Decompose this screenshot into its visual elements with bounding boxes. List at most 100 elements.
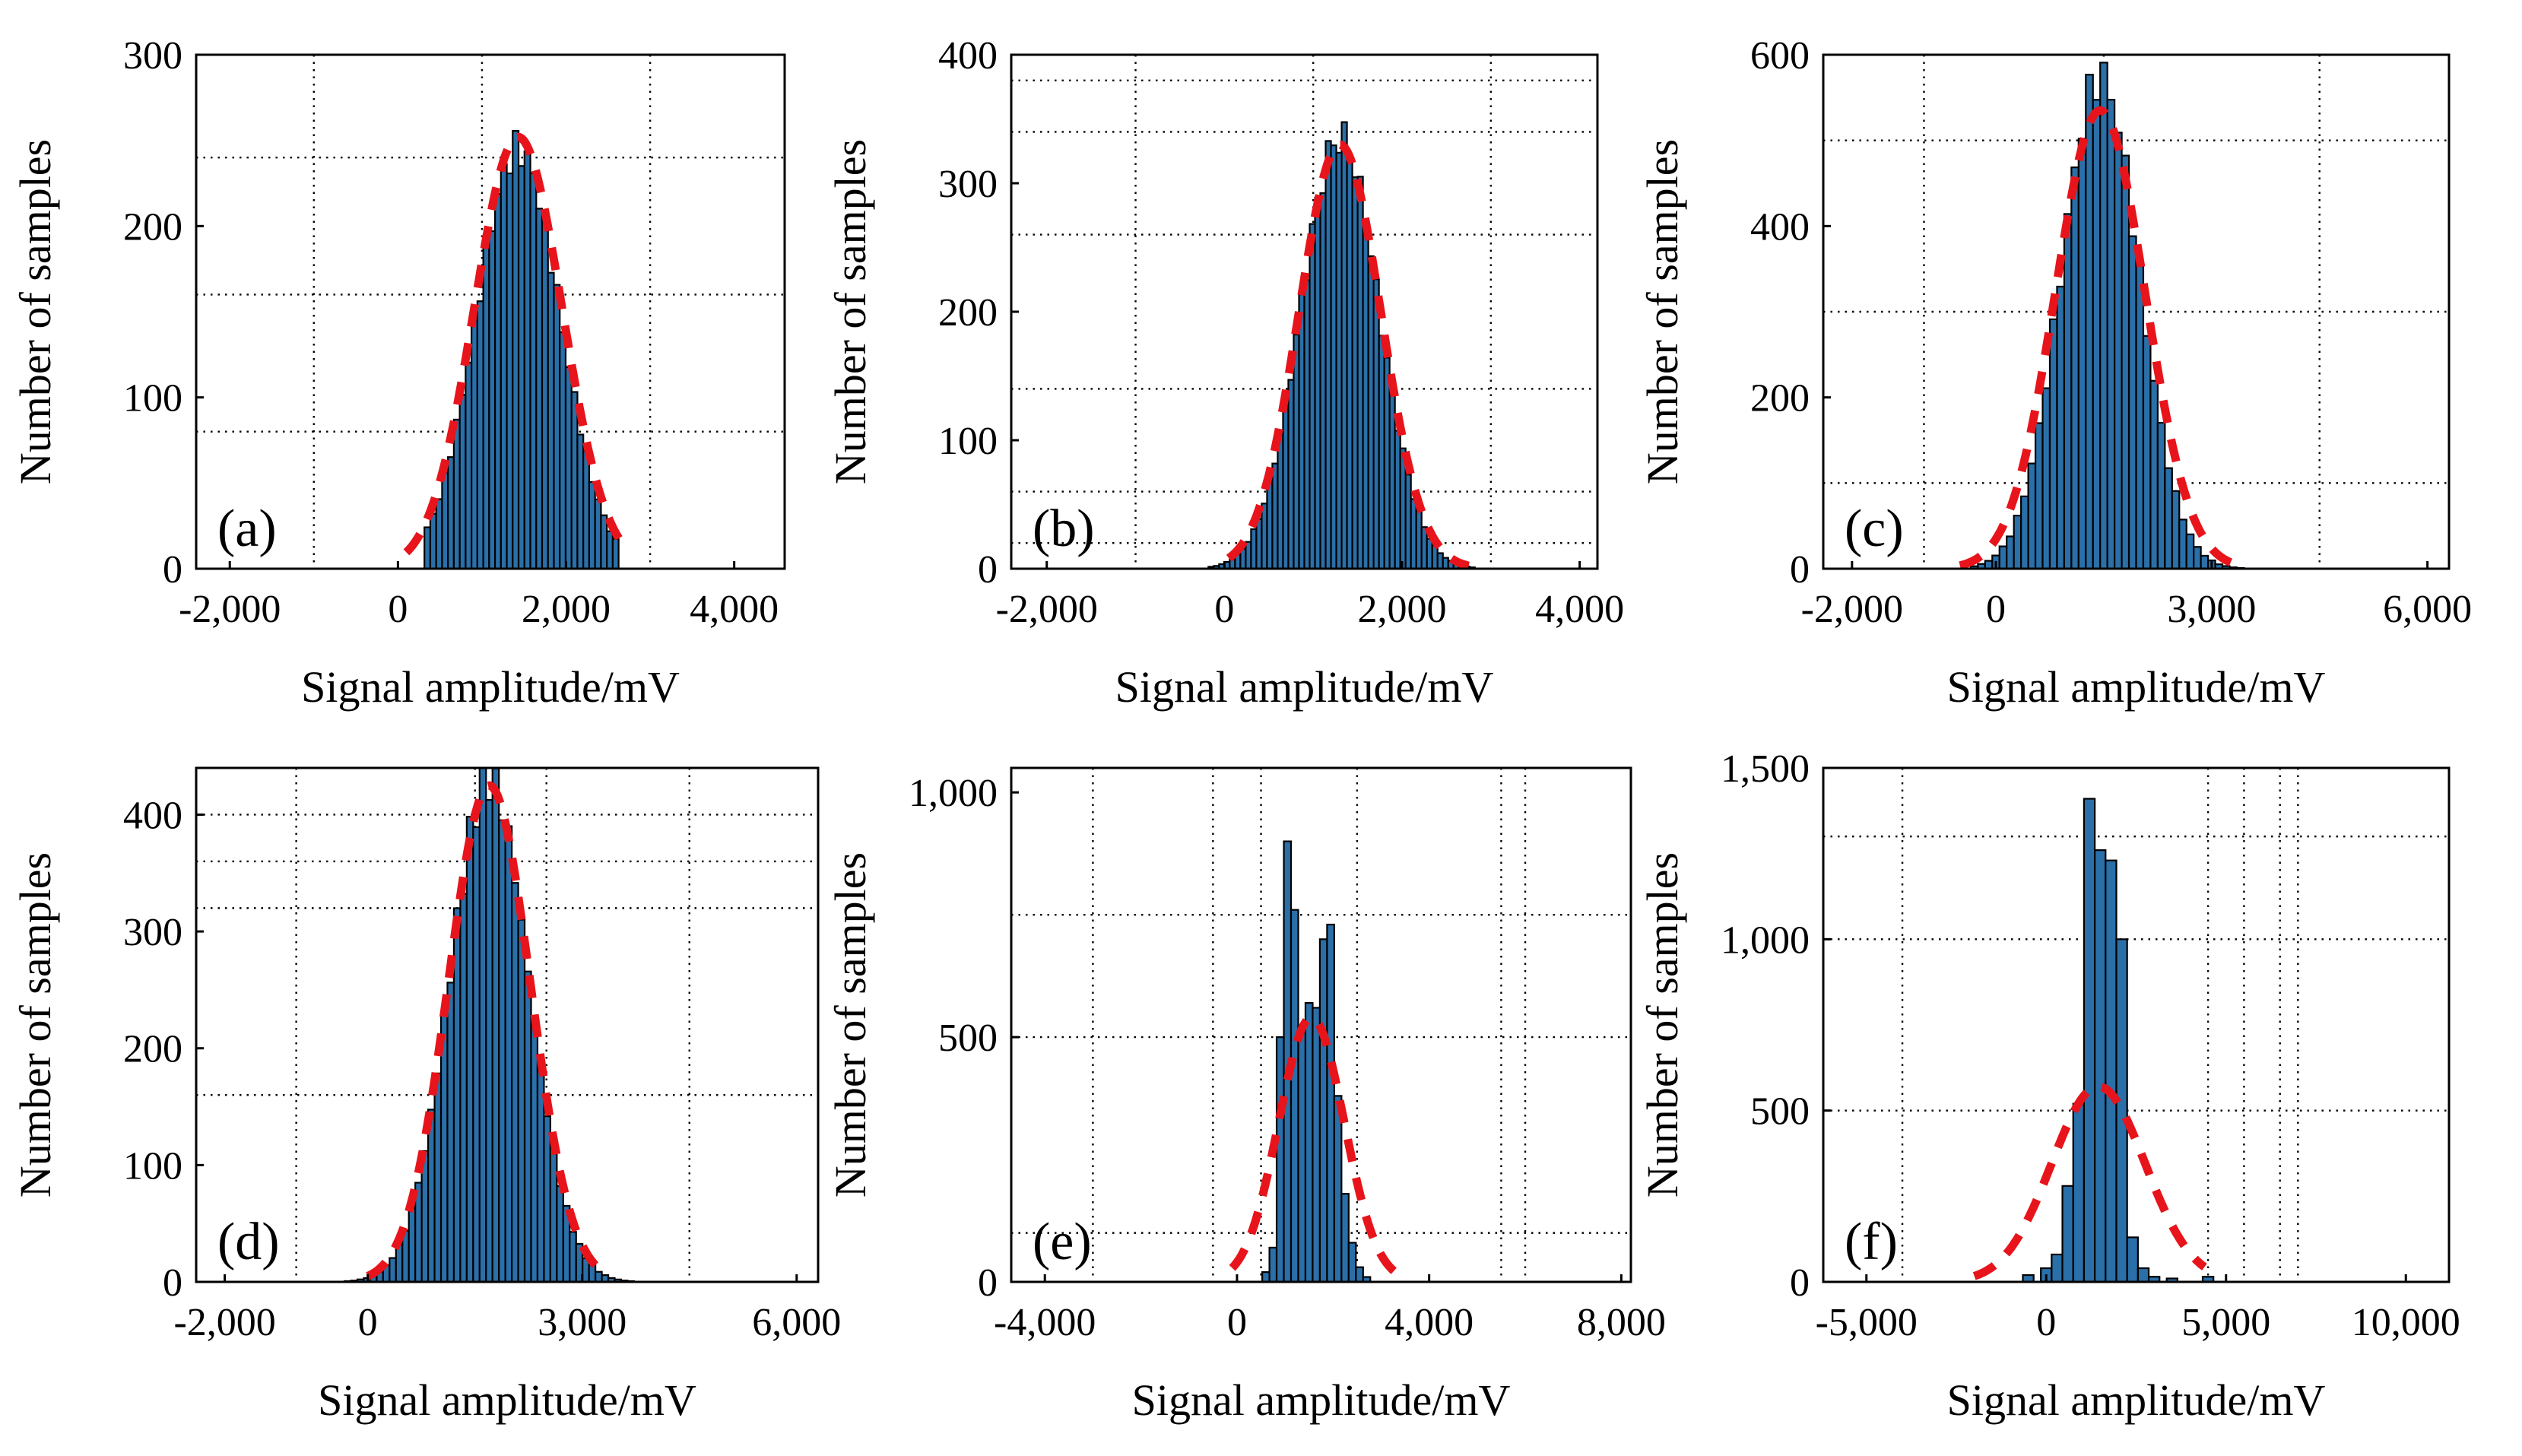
y-tick-label: 200 bbox=[123, 205, 182, 249]
y-tick-label: 0 bbox=[1790, 1261, 1810, 1305]
x-tick-label: 10,000 bbox=[2352, 1301, 2460, 1344]
x-tick-label: 2,000 bbox=[522, 588, 611, 631]
histogram-bar bbox=[1304, 1001, 1314, 1282]
histogram-bar bbox=[570, 391, 579, 569]
histogram-bar bbox=[2034, 422, 2044, 569]
y-tick-label: 100 bbox=[123, 1144, 182, 1188]
y-tick-label: 500 bbox=[938, 1017, 998, 1060]
histogram-bar bbox=[506, 172, 514, 569]
histogram-bar bbox=[1290, 909, 1299, 1282]
y-tick-label: 400 bbox=[123, 794, 182, 837]
histogram-bar bbox=[606, 530, 614, 569]
histogram-bar bbox=[1261, 1271, 1271, 1282]
histogram-bar bbox=[498, 819, 506, 1282]
y-axis-title: Number of samples bbox=[1638, 139, 1687, 484]
histogram-bar bbox=[2115, 938, 2128, 1282]
y-tick-label: 300 bbox=[123, 911, 182, 954]
histogram-bar bbox=[491, 768, 500, 1282]
x-axis-title: Signal amplitude/mV bbox=[1947, 662, 2326, 712]
histogram-bar bbox=[1268, 1246, 1278, 1282]
x-tick-label: 3,000 bbox=[2167, 588, 2256, 631]
y-tick-label: 100 bbox=[938, 420, 998, 463]
histogram-bar bbox=[2164, 467, 2173, 569]
histogram-bar bbox=[2121, 154, 2130, 569]
histogram-bar bbox=[2051, 1253, 2064, 1282]
histogram-bar bbox=[476, 300, 484, 569]
histogram-bar bbox=[2178, 519, 2187, 569]
histogram-bar bbox=[2092, 99, 2102, 569]
x-tick-label: 3,000 bbox=[538, 1301, 627, 1344]
histogram-bar bbox=[482, 240, 490, 569]
y-tick-label: 300 bbox=[123, 34, 182, 78]
histogram-bar bbox=[2013, 514, 2022, 569]
panels: -2,000 0 2,000 4,000 0 100 200 300 Signal amplit… bbox=[11, 34, 2472, 1425]
x-tick-label: 0 bbox=[2036, 1301, 2056, 1344]
histogram-bar bbox=[2063, 213, 2073, 569]
panel-label: (d) bbox=[217, 1213, 280, 1271]
histogram-bar bbox=[2135, 262, 2145, 569]
histogram-bar bbox=[441, 471, 449, 569]
plot-area bbox=[196, 768, 818, 1282]
histogram-bar bbox=[1297, 1026, 1307, 1282]
x-tick-label: -2,000 bbox=[179, 588, 281, 631]
x-tick-label: 6,000 bbox=[2383, 588, 2472, 631]
y-tick-label: 200 bbox=[1750, 377, 1810, 420]
histogram-bar bbox=[485, 798, 493, 1282]
histogram-bar bbox=[523, 970, 532, 1282]
histogram-bar bbox=[465, 361, 473, 569]
histogram-bar bbox=[2137, 1267, 2150, 1282]
x-tick-label: 8,000 bbox=[1577, 1301, 1666, 1344]
x-tick-label: 5,000 bbox=[2181, 1301, 2270, 1344]
histogram-bar bbox=[535, 208, 544, 569]
histogram-bar bbox=[2072, 1102, 2086, 1282]
histogram-bar bbox=[2094, 849, 2107, 1282]
y-tick-label: 200 bbox=[938, 291, 998, 335]
x-axis-title: Signal amplitude/mV bbox=[301, 662, 680, 712]
gaussian-fit-curve bbox=[403, 132, 633, 556]
x-axis-title: Signal amplitude/mV bbox=[318, 1375, 696, 1425]
panel-label: (f) bbox=[1845, 1213, 1898, 1271]
x-tick-label: -5,000 bbox=[1816, 1301, 1918, 1344]
gaussian-fit-curve bbox=[1972, 1082, 2207, 1280]
histogram-bar bbox=[556, 1185, 564, 1282]
x-tick-label: -2,000 bbox=[1801, 588, 1903, 631]
histogram-bar bbox=[549, 1145, 558, 1282]
histogram-bar bbox=[543, 1115, 551, 1282]
histogram-bar bbox=[2106, 99, 2116, 569]
histogram-bar bbox=[493, 192, 502, 569]
histogram-bar bbox=[2048, 318, 2058, 569]
histogram-bar bbox=[1355, 1266, 1364, 1282]
gaussian-fit-curve bbox=[366, 781, 607, 1280]
histogram-bar bbox=[2022, 1274, 2035, 1282]
histogram-bar bbox=[1984, 560, 1994, 569]
histogram-bar bbox=[611, 538, 620, 569]
x-tick-label: 0 bbox=[1214, 588, 1234, 631]
histogram-bar bbox=[2127, 235, 2137, 569]
y-tick-label: 600 bbox=[1750, 34, 1810, 78]
x-tick-label: 4,000 bbox=[690, 588, 779, 631]
histogram-bar bbox=[2193, 546, 2202, 569]
plot-area bbox=[1011, 55, 1597, 569]
histogram-bar bbox=[2061, 1185, 2074, 1282]
histogram-bar bbox=[1312, 1007, 1321, 1282]
histogram-bar bbox=[2171, 490, 2181, 569]
histogram-bar bbox=[594, 498, 602, 569]
histogram-bar bbox=[446, 982, 455, 1282]
axes-frame bbox=[1822, 53, 2451, 570]
histogram-bar bbox=[2185, 533, 2195, 569]
histogram-bar bbox=[471, 315, 478, 569]
plot-area bbox=[196, 55, 785, 569]
histogram-bar bbox=[541, 211, 549, 569]
gaussian-fit-curve bbox=[1959, 106, 2241, 569]
histogram-bar bbox=[2077, 138, 2087, 569]
histogram-bar bbox=[433, 1072, 443, 1282]
plot-area bbox=[1823, 55, 2449, 569]
histogram-bar bbox=[395, 1243, 404, 1282]
histogram-bar bbox=[2200, 554, 2210, 569]
histogram-bar bbox=[569, 1231, 577, 1282]
histogram-bar bbox=[553, 284, 561, 569]
axes-frame bbox=[195, 53, 786, 570]
y-tick-label: 400 bbox=[938, 34, 998, 78]
